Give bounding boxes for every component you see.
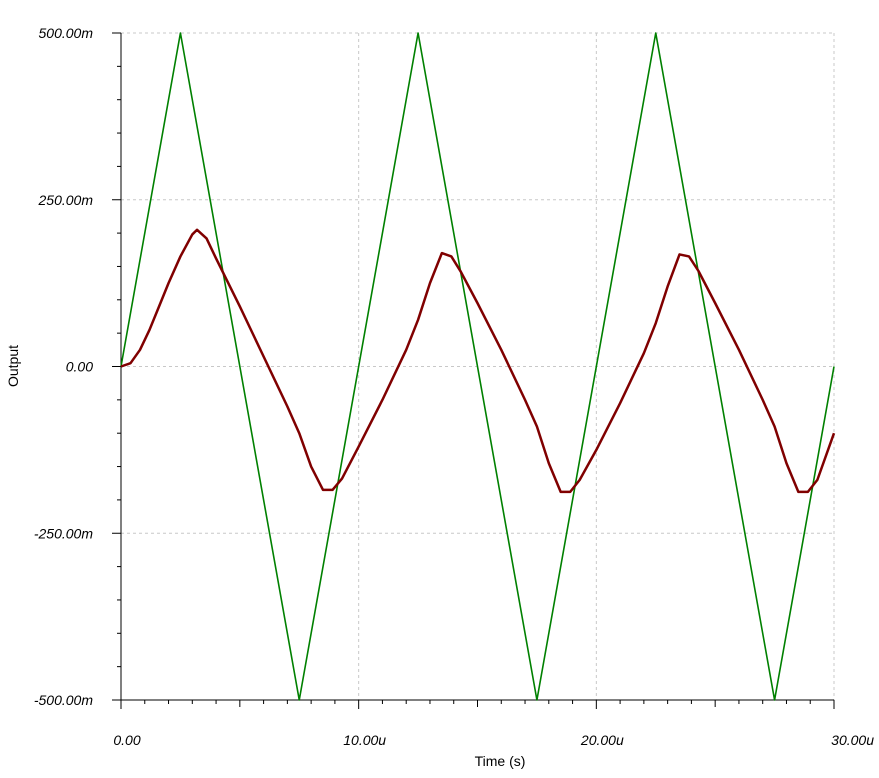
x-tick-label: 20.00u bbox=[580, 732, 624, 748]
x-tick-label: 0.00 bbox=[113, 732, 140, 748]
tick-labels: 500.00m 250.00m 0.00 -250.00m -500.00m 0.00 10… bbox=[34, 25, 874, 748]
y-axis-label: Output bbox=[5, 345, 21, 387]
y-tick-label: 250.00m bbox=[38, 192, 94, 208]
x-tick-label: 30.00u bbox=[831, 732, 874, 748]
series-line-2 bbox=[120, 228, 836, 494]
x-axis-label: Time (s) bbox=[475, 753, 526, 769]
y-tick-label: -500.00m bbox=[34, 692, 93, 708]
y-tick-label: -250.00m bbox=[34, 525, 93, 541]
series-group bbox=[120, 32, 836, 701]
y-tick-label: 0.00 bbox=[66, 359, 93, 375]
x-tick-label: 10.00u bbox=[343, 732, 386, 748]
series-line-1 bbox=[120, 32, 835, 701]
y-tick-label: 500.00m bbox=[39, 25, 94, 41]
